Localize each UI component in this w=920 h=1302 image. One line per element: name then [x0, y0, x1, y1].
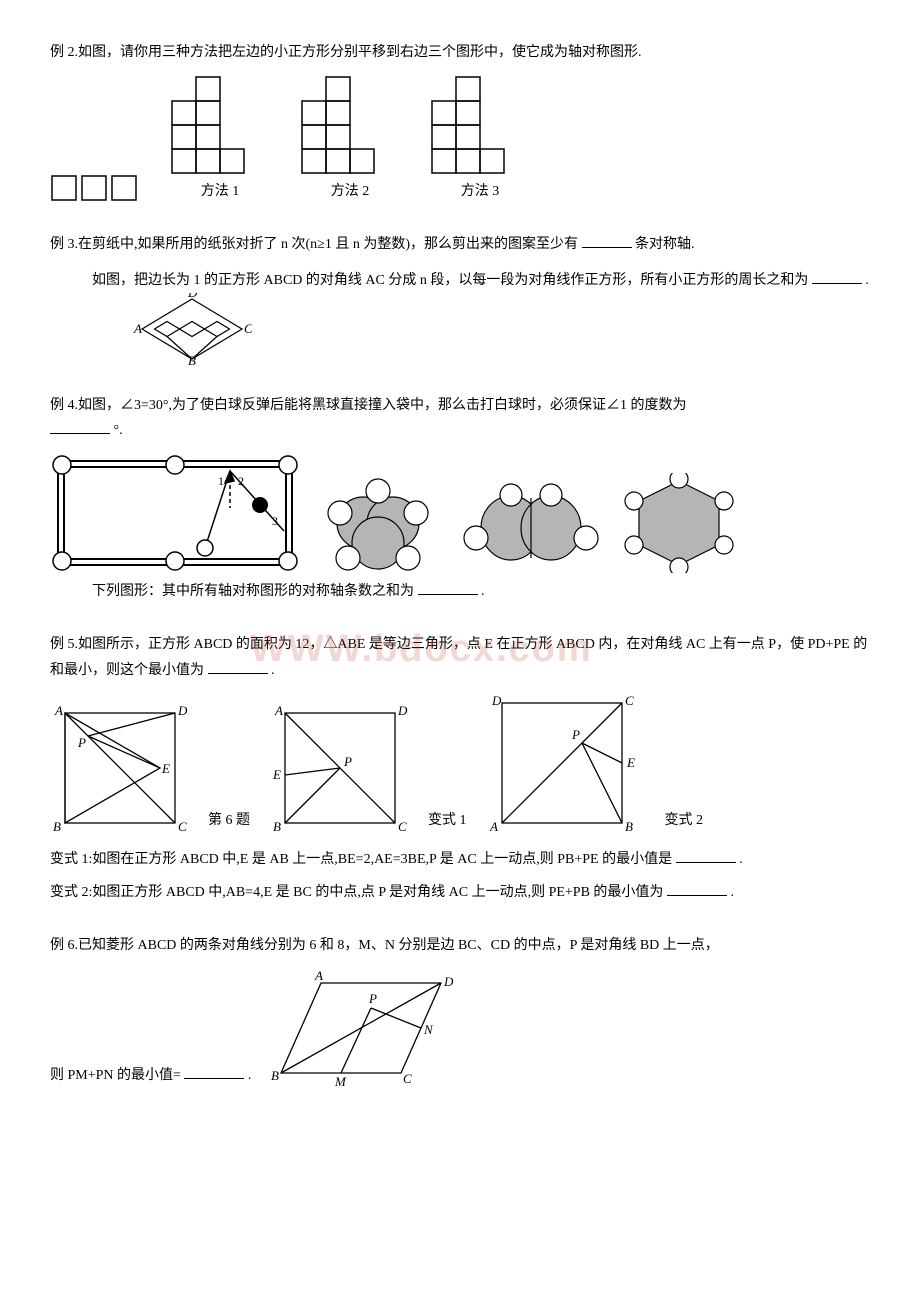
angle-1: 1	[218, 474, 224, 488]
ex4-shape-2	[456, 483, 606, 573]
ex5-tail: .	[271, 663, 275, 678]
ex2-method-3: 方法 3	[430, 75, 530, 204]
ex4-pool-table: 1 2 3	[50, 453, 300, 573]
ex5-var2: 变式 2:如图正方形 ABCD 中,AB=4,E 是 BC 的中点,点 P 是对…	[50, 885, 663, 900]
svg-text:C: C	[398, 819, 407, 833]
svg-text:E: E	[161, 761, 170, 776]
ex4-blank-2	[418, 580, 478, 595]
svg-text:A: A	[489, 819, 498, 833]
example-2: 例 2.如图，请你用三种方法把左边的小正方形分别平移到右边三个图形中，使它成为轴…	[50, 40, 870, 204]
ex5-blank	[208, 659, 268, 674]
ex5-var2-wrap: 变式 2:如图正方形 ABCD 中,AB=4,E 是 BC 的中点,点 P 是对…	[50, 880, 870, 905]
ex4-text-wrap: 例 4.如图，∠3=30°,为了使白球反弹后能将黑球直接撞入袋中，那么击打白球时…	[50, 393, 870, 443]
ex4-figs: 1 2 3	[50, 453, 870, 573]
example-4: 例 4.如图，∠3=30°,为了使白球反弹后能将黑球直接撞入袋中，那么击打白球时…	[50, 393, 870, 605]
example-5: 例 5.如图所示，正方形 ABCD 的面积为 12，△ABE 是等边三角形，点 …	[50, 632, 870, 905]
ex5-var1-wrap: 变式 1:如图在正方形 ABCD 中,E 是 AB 上一点,BE=2,AE=3B…	[50, 847, 870, 872]
pt-D: D	[187, 293, 198, 300]
ex2-label-1: 方法 1	[201, 179, 240, 204]
ex5-fig-3: D C A B E P 变式 2	[487, 693, 704, 833]
ex2-label-3: 方法 3	[461, 179, 500, 204]
ex6-line2-wrap: 则 PM+PN 的最小值= .	[50, 1063, 251, 1088]
svg-text:E: E	[272, 767, 281, 782]
ex4-shape-1	[318, 473, 438, 573]
ex2-label-2: 方法 2	[331, 179, 370, 204]
ex5-figs: A D B C E P 第 6 题 A D B C	[50, 693, 870, 833]
ex3-line1-tail: 条对称轴.	[635, 237, 695, 252]
ex4-bottom-wrap: 下列图形：其中所有轴对称图形的对称轴条数之和为 .	[50, 579, 870, 604]
example-3: 例 3.在剪纸中,如果所用的纸张对折了 n 次(n≥1 且 n 为整数)，那么剪…	[50, 232, 870, 364]
ex2-figs: 方法 1 方法 2	[50, 75, 870, 204]
pt-A: A	[133, 321, 142, 336]
svg-text:D: D	[177, 703, 188, 718]
svg-text:B: B	[625, 819, 633, 833]
svg-text:P: P	[343, 754, 352, 769]
pt-C: C	[244, 321, 252, 336]
ex3-line2-wrap: 如图，把边长为 1 的正方形 ABCD 的对角线 AC 分成 n 段，以每一段为…	[50, 268, 870, 365]
pt-B: B	[188, 353, 196, 365]
ex6-figure: A D B C M N P	[271, 968, 471, 1088]
svg-text:P: P	[368, 991, 377, 1006]
angle-2: 2	[238, 474, 244, 488]
svg-text:P: P	[571, 727, 580, 742]
ex2-small-squares	[50, 174, 140, 204]
ex4-text: 例 4.如图，∠3=30°,为了使白球反弹后能将黑球直接撞入袋中，那么击打白球时…	[50, 398, 687, 413]
svg-text:N: N	[423, 1022, 434, 1037]
ex5-var1-tail: .	[739, 852, 743, 867]
svg-text:P: P	[77, 735, 86, 750]
svg-text:A: A	[274, 703, 283, 718]
ex5-text-wrap: 例 5.如图所示，正方形 ABCD 的面积为 12，△ABE 是等边三角形，点 …	[50, 632, 870, 682]
ex5-fig-1: A D B C E P 第 6 题	[50, 703, 250, 833]
ex6-text: 例 6.已知菱形 ABCD 的两条对角线分别为 6 和 8，M、N 分别是边 B…	[50, 933, 870, 958]
ex6-blank	[184, 1064, 244, 1079]
svg-text:D: D	[443, 974, 454, 989]
ex2-text: 例 2.如图，请你用三种方法把左边的小正方形分别平移到右边三个图形中，使它成为轴…	[50, 40, 870, 65]
ex6-line2-pre: 则 PM+PN 的最小值=	[50, 1068, 181, 1083]
ex5-label-2: 变式 1	[428, 808, 467, 833]
svg-text:M: M	[334, 1074, 347, 1088]
ex5-fig-2: A D B C E P 变式 1	[270, 703, 467, 833]
svg-text:C: C	[178, 819, 187, 833]
ex5-var1-blank	[676, 848, 736, 863]
svg-text:C: C	[403, 1071, 412, 1086]
ex3-blank-1	[582, 233, 632, 248]
ex4-tail: °.	[114, 423, 123, 438]
ex6-line2-tail: .	[248, 1068, 252, 1083]
ex5-var2-blank	[667, 881, 727, 896]
svg-text:B: B	[273, 819, 281, 833]
ex3-figure: A C D B	[132, 293, 252, 365]
angle-3: 3	[272, 514, 278, 528]
example-6: 例 6.已知菱形 ABCD 的两条对角线分别为 6 和 8，M、N 分别是边 B…	[50, 933, 870, 1088]
ex4-bottom-tail: .	[481, 584, 485, 599]
ex2-method-1: 方法 1	[170, 75, 270, 204]
svg-text:B: B	[53, 819, 61, 833]
ex3-line2-tail: .	[865, 273, 869, 288]
ex5-var1: 变式 1:如图在正方形 ABCD 中,E 是 AB 上一点,BE=2,AE=3B…	[50, 852, 676, 867]
ex5-label-1: 第 6 题	[208, 808, 250, 833]
ex2-method-2: 方法 2	[300, 75, 400, 204]
svg-text:D: D	[397, 703, 408, 718]
svg-text:A: A	[54, 703, 63, 718]
svg-text:D: D	[491, 693, 502, 708]
ex3-line2: 如图，把边长为 1 的正方形 ABCD 的对角线 AC 分成 n 段，以每一段为…	[92, 273, 808, 288]
ex5-var2-tail: .	[730, 885, 734, 900]
svg-text:E: E	[626, 755, 635, 770]
ex4-blank	[50, 419, 110, 434]
svg-text:A: A	[314, 968, 323, 983]
ex3-blank-2	[812, 269, 862, 284]
ex4-bottom: 下列图形：其中所有轴对称图形的对称轴条数之和为	[92, 584, 414, 599]
svg-text:C: C	[625, 693, 634, 708]
ex5-label-3: 变式 2	[665, 808, 704, 833]
ex5-text: 例 5.如图所示，正方形 ABCD 的面积为 12，△ABE 是等边三角形，点 …	[50, 637, 867, 677]
svg-text:B: B	[271, 1068, 279, 1083]
ex4-shape-3	[624, 473, 734, 573]
ex3-line1-wrap: 例 3.在剪纸中,如果所用的纸张对折了 n 次(n≥1 且 n 为整数)，那么剪…	[50, 232, 870, 257]
ex3-line1: 例 3.在剪纸中,如果所用的纸张对折了 n 次(n≥1 且 n 为整数)，那么剪…	[50, 237, 578, 252]
